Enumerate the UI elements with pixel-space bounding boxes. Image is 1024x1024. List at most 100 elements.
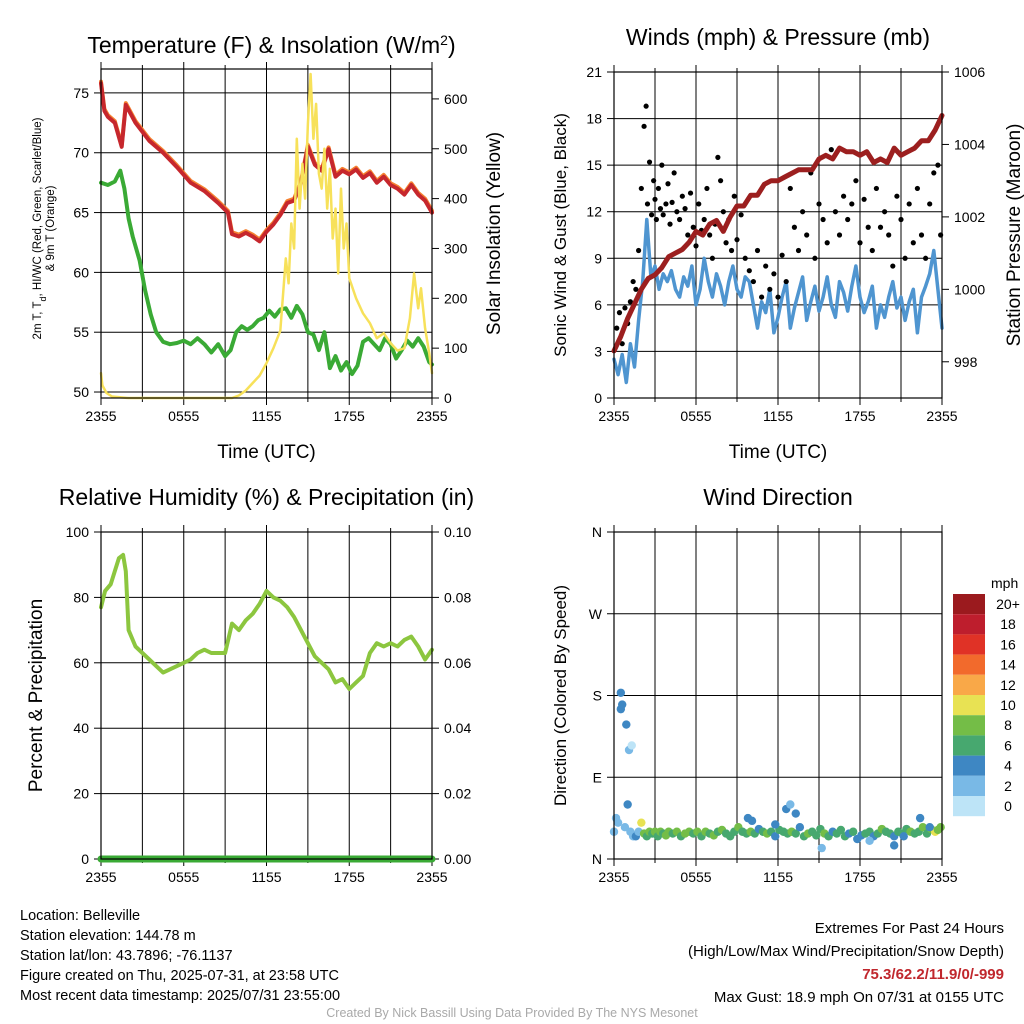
gust-point bbox=[707, 232, 713, 238]
gust-point bbox=[633, 286, 639, 292]
gust-point bbox=[659, 162, 665, 168]
gust-point bbox=[653, 216, 659, 223]
direction-xtick-label: 1755 bbox=[844, 869, 875, 885]
gust-point bbox=[886, 232, 892, 238]
winds-ytick-right-label: 1004 bbox=[954, 136, 985, 152]
temperature-ytick-right-label: 100 bbox=[444, 340, 468, 356]
recent-data-text: Most recent data timestamp: 2025/07/31 2… bbox=[20, 988, 341, 1004]
gust-point bbox=[709, 255, 716, 261]
humidity-ytick-right-label: 0.02 bbox=[444, 786, 471, 802]
direction-point bbox=[865, 836, 874, 846]
legend-label: 14 bbox=[1000, 657, 1016, 673]
winds-xtick-label: 1155 bbox=[763, 408, 793, 424]
extremes-values: 75.3/62.2/11.9/0/-999 bbox=[862, 966, 1004, 983]
gust-point bbox=[644, 201, 651, 207]
gust-point bbox=[693, 243, 699, 249]
temperature-ytick-right-label: 400 bbox=[444, 191, 468, 207]
legend-swatch bbox=[953, 775, 985, 796]
direction-point bbox=[616, 704, 626, 714]
humidity-xtick-label: 2355 bbox=[85, 869, 116, 885]
legend-label: 2 bbox=[1004, 778, 1012, 794]
humidity-xtick-label: 1755 bbox=[334, 869, 365, 885]
winds-ytick-left-label: 15 bbox=[586, 157, 602, 173]
direction-point bbox=[817, 843, 826, 853]
gust-point bbox=[704, 185, 710, 192]
gust-point bbox=[894, 193, 900, 199]
gust-point bbox=[836, 232, 843, 238]
rh-series-line bbox=[99, 552, 434, 691]
direction-panel: 2355 0555 1155 1755 2355 N E S W N Wind Direction D… bbox=[551, 484, 1020, 885]
humidity-ytick-right-label: 0.04 bbox=[444, 720, 471, 736]
gust-point bbox=[723, 240, 729, 246]
location-text: Location: Belleville bbox=[20, 908, 141, 924]
temperature-ytick-right-label: 300 bbox=[444, 240, 468, 256]
gust-point bbox=[731, 193, 737, 199]
gust-point bbox=[927, 201, 933, 207]
gust-point bbox=[665, 181, 671, 187]
gust-points bbox=[614, 103, 944, 347]
direction-point bbox=[791, 809, 800, 818]
gust-point bbox=[791, 224, 798, 230]
legend-label: 10 bbox=[1000, 697, 1016, 713]
pressure-series-line bbox=[611, 113, 945, 354]
gust-point bbox=[816, 201, 822, 207]
gust-point bbox=[715, 154, 721, 160]
legend-swatch bbox=[953, 594, 985, 615]
gust-point bbox=[627, 299, 634, 305]
temperature-title-suffix: ) bbox=[448, 32, 456, 58]
gust-point bbox=[687, 190, 694, 196]
direction-point bbox=[889, 841, 899, 850]
direction-point bbox=[918, 823, 928, 832]
direction-point bbox=[622, 720, 631, 729]
humidity-title: Relative Humidity (%) & Precipitation (i… bbox=[59, 484, 474, 510]
direction-point bbox=[613, 818, 623, 827]
gust-point bbox=[845, 216, 851, 223]
extremes-subtitle: (High/Low/Max Wind/Precipitation/Snow De… bbox=[688, 943, 1004, 960]
gust-point bbox=[685, 232, 691, 238]
temperature-ytick-left-label: 50 bbox=[73, 384, 89, 400]
gust-point bbox=[869, 247, 875, 254]
temperature-ylabel-part: , HI/WC (Red, Green, Scarlet/Blue) bbox=[32, 117, 44, 296]
humidity-xtick-label: 1155 bbox=[251, 869, 281, 885]
gust-point bbox=[759, 294, 765, 300]
gust-point bbox=[746, 268, 752, 274]
gust-point bbox=[728, 247, 735, 254]
gust-point bbox=[877, 224, 884, 230]
gust-point bbox=[775, 294, 781, 300]
humidity-ytick-left-label: 60 bbox=[73, 655, 89, 671]
legend-swatch bbox=[953, 755, 985, 776]
gust-point bbox=[636, 247, 642, 254]
temperature-ylabel-left-line2: & 9m T (Orange) bbox=[45, 185, 57, 271]
temperature-xtick-label: 2355 bbox=[85, 408, 116, 424]
legend-swatch bbox=[953, 634, 985, 655]
gust-point bbox=[641, 123, 647, 129]
gust-point bbox=[853, 178, 859, 184]
gust-point bbox=[701, 216, 707, 223]
gust-point bbox=[923, 255, 929, 261]
humidity-ytick-left-label: 20 bbox=[73, 786, 89, 802]
gust-point bbox=[882, 209, 888, 215]
humidity-plot-border bbox=[100, 531, 433, 860]
humidity-xtick-label: 0555 bbox=[168, 869, 199, 885]
direction-plot-border bbox=[613, 531, 943, 860]
gust-point bbox=[651, 178, 657, 184]
gust-point bbox=[795, 247, 802, 254]
direction-ytick-left-label: S bbox=[593, 688, 602, 704]
gust-point bbox=[754, 247, 761, 254]
gust-point bbox=[630, 278, 636, 285]
temperature-ylabel-right: Solar Insolation (Yellow) bbox=[484, 132, 505, 335]
winds-title: Winds (mph) & Pressure (mb) bbox=[626, 24, 930, 50]
gust-point bbox=[614, 325, 620, 331]
gust-point bbox=[779, 252, 785, 258]
temperature-ytick-left-label: 55 bbox=[73, 324, 89, 340]
gust-point bbox=[622, 305, 628, 311]
winds-ytick-right-label: 998 bbox=[954, 354, 978, 370]
winds-ytick-left-label: 12 bbox=[586, 204, 602, 220]
gust-point bbox=[865, 224, 871, 230]
humidity-ylabel-left: Percent & Precipitation bbox=[26, 599, 47, 792]
gust-point bbox=[857, 240, 863, 246]
direction-point bbox=[812, 831, 821, 840]
gust-point bbox=[812, 255, 818, 261]
legend-label: 12 bbox=[1000, 677, 1016, 693]
